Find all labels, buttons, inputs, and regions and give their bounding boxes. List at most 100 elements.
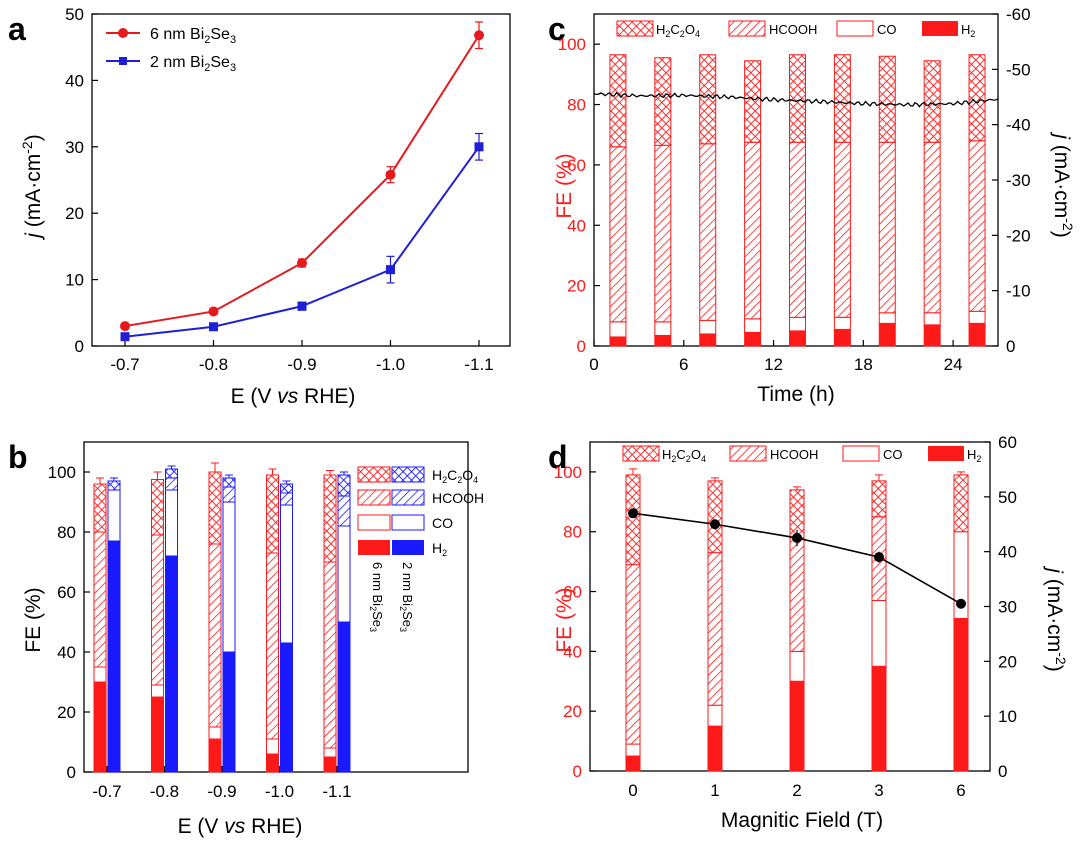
panel-c-bar-7-seg-h2 [923, 324, 941, 347]
panel-c-xtick-label-2: 12 [764, 355, 783, 374]
legend-c-swatch-h2c2o4 [616, 20, 654, 37]
panel-d-current-point-2 [792, 532, 802, 543]
panel-d-xtick-label-4: 6 [956, 781, 965, 800]
panel-label-b: b [8, 439, 28, 475]
panel-a-point-0-4 [474, 30, 484, 41]
panel-b-bar-6nm-2-seg-h2 [208, 738, 222, 773]
panel-c-bar-5-seg-hcooh [833, 141, 851, 318]
panel-d-xtick-label-1: 1 [710, 781, 719, 800]
panel-b-bar-2nm-4-seg-hcooh [337, 495, 351, 527]
panel-c-bar-6-seg-co [878, 312, 896, 324]
panel-c-bar-1-seg-h2c2o4 [654, 57, 672, 146]
legend-c-label-hcooh: HCOOH [769, 22, 817, 37]
panel-c-y2tick-label-0: 0 [1006, 337, 1015, 356]
panel-a-ytick-label-1: 10 [65, 271, 84, 290]
panel-b-bar-6nm-2-seg-co [208, 726, 222, 740]
panel-c-bar-5-seg-co [833, 316, 851, 330]
panel-a-ytick-label-3: 30 [65, 138, 84, 157]
panel-c-bar-4-seg-co [788, 316, 806, 332]
panel-a-point-0-3 [385, 169, 396, 180]
panel-b-bar-6nm-1-seg-h2 [151, 696, 164, 773]
panel-c-y2tick-label-4: -40 [1006, 116, 1031, 135]
legend-b-swatch-hcooh-6nm [357, 489, 391, 506]
panel-d-ytick-label-5: 100 [554, 463, 582, 482]
panel-c-bar-4-seg-h2c2o4 [788, 54, 806, 143]
panel-a-point-1-0 [120, 332, 130, 342]
legend-d-label-h2: H2 [967, 447, 981, 464]
panel-c-bar-6-seg-h2c2o4 [878, 55, 896, 143]
panel-d-bar-3-seg-co [871, 600, 887, 667]
panel-b-bar-6nm-3-seg-co [266, 738, 279, 755]
panel-d-bar-1-seg-h2c2o4 [707, 480, 723, 554]
panel-c-bar-6-seg-h2 [878, 322, 896, 347]
panel-d-legend: H2C2O4 HCOOH CO H2 [622, 445, 981, 464]
legend-d-swatch-h2 [928, 446, 964, 461]
legend-d-swatch-h2c2o4 [622, 445, 660, 462]
panel-label-c: c [548, 11, 566, 47]
panel-b-bar-2nm-4-seg-h2 [337, 621, 351, 773]
panel-a-x-axis-label: E (V vs RHE) [231, 385, 356, 408]
panel-c-bar-4-seg-h2 [788, 330, 806, 347]
legend-c-label-co: CO [877, 22, 897, 37]
panel-a-point-0-1 [208, 306, 219, 317]
panel-b-bar-6nm-1-seg-co [151, 684, 164, 698]
panel-d-ytick-label-2: 40 [563, 642, 582, 661]
panel-b-xtick-label-0: -0.7 [92, 782, 121, 801]
panel-b-bar-2nm-3-seg-h2 [280, 642, 293, 773]
panel-c-bar-0-seg-h2c2o4 [609, 54, 627, 148]
panel-c-bar-0-seg-hcooh [609, 146, 627, 323]
legend-marker-6nm [118, 28, 128, 38]
panel-d-ytick-label-3: 60 [563, 583, 582, 602]
panel-c-bar-3-seg-co [744, 318, 762, 333]
panel-b-bar-2nm-2-seg-h2c2o4 [222, 477, 236, 488]
panel-b-bar-6nm-4-seg-h2 [323, 756, 337, 773]
panel-a-legend: 6 nm Bi2Se3 2 nm Bi2Se3 [106, 26, 236, 74]
panel-c-ytick-label-4: 80 [567, 96, 586, 115]
legend-label-6nm: 6 nm Bi2Se3 [150, 26, 236, 46]
panel-a-series-line-0 [124, 34, 480, 328]
panel-c-bar-3-seg-hcooh [744, 141, 762, 320]
panel-b-bar-2nm-3-seg-hcooh [280, 492, 293, 506]
legend-b-label-h2: H2 [432, 540, 447, 558]
legend-marker-2nm [119, 57, 127, 65]
panel-b-xtick-label-4: -1.1 [322, 782, 351, 801]
panel-c-bar-8-seg-hcooh [968, 140, 986, 312]
panel-d-y-axis-label: FE (%) [553, 587, 576, 652]
legend-b-swatch-h2c2o4-6nm [357, 466, 391, 483]
panel-c-y2tick-label-6: -60 [1006, 5, 1031, 24]
panel-c-bar-8-seg-co [968, 310, 986, 324]
legend-b-label-h2c2o4: H2C2O4 [432, 467, 478, 485]
panel-c-y2tick-label-2: -20 [1006, 226, 1031, 245]
panel-d-y2tick-label-4: 40 [998, 543, 1017, 562]
legend-label-2nm: 2 nm Bi2Se3 [150, 54, 236, 74]
panel-b-bar-2nm-0-seg-h2 [107, 540, 121, 773]
panel-c-bar-6-seg-hcooh [878, 141, 896, 314]
panel-c-bar-2-seg-hcooh [699, 143, 717, 321]
panel-c-current-line [593, 91, 999, 108]
panel-b-bar-6nm-3-seg-hcooh [266, 552, 279, 740]
legend-d-label-hcooh: HCOOH [770, 447, 818, 462]
panel-d-bar-1-seg-h2 [707, 725, 723, 772]
panel-a-xtick-label-4: -1.1 [464, 355, 493, 374]
panel-b-bar-6nm-0-seg-h2c2o4 [93, 483, 107, 533]
panel-b-ytick-label-4: 80 [57, 523, 76, 542]
panel-c-bar-2-seg-co [699, 319, 717, 335]
panel-d-y2tick-label-6: 60 [998, 433, 1017, 452]
legend-b-swatch-h2c2o4-2nm [391, 466, 425, 483]
panel-b-ytick-label-3: 60 [57, 583, 76, 602]
panel-d-bar-0-seg-h2c2o4 [625, 474, 641, 566]
panel-c-xtick-label-4: 24 [944, 355, 963, 374]
panel-a-xtick-label-2: -0.9 [287, 355, 316, 374]
panel-c-bar-2-seg-h2c2o4 [699, 54, 717, 145]
panel-c-bar-3-seg-h2 [744, 331, 762, 347]
panel-c-y-axis-label: FE (%) [553, 153, 576, 218]
panel-b-bar-6nm-4-seg-h2c2o4 [323, 474, 337, 563]
panel-c-bar-5-seg-h2 [833, 328, 851, 347]
legend-c-label-h2: H2 [961, 22, 975, 39]
panel-c-bar-5-seg-h2c2o4 [833, 54, 851, 143]
panel-d-bar-4-seg-h2 [953, 617, 969, 772]
panel-c-bar-8-seg-h2 [968, 322, 986, 347]
panel-a-point-0-2 [297, 258, 307, 268]
legend-d-label-co: CO [883, 447, 903, 462]
